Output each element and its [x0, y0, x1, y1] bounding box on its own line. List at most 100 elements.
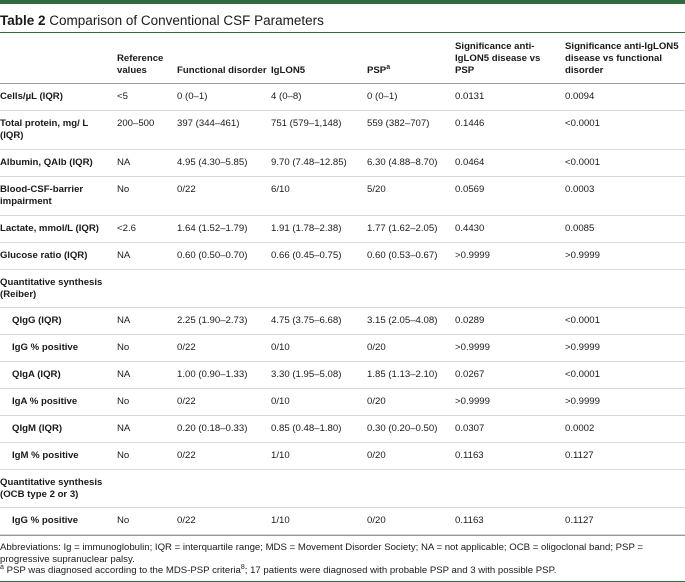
cell-ref: NA: [117, 315, 131, 326]
cell-psp: 0/20: [367, 450, 386, 461]
header-iglon5: IgLON5: [271, 65, 306, 76]
cell-sig-func: >0.9999: [565, 396, 600, 407]
cell-functional: 0.20 (0.18–0.33): [177, 423, 248, 434]
cell-sig-psp: 0.0464: [455, 157, 485, 168]
cell-iglon5: 4.75 (3.75–6.68): [271, 315, 342, 326]
row-label: Lactate, mmol/L (IQR): [0, 223, 99, 234]
section-filler: [117, 470, 685, 508]
cell-ref: <5: [117, 91, 128, 102]
psp-footnote: a PSP was diagnosed according to the MDS…: [0, 564, 685, 577]
cell-psp: 0.30 (0.20–0.50): [367, 423, 438, 434]
row-label: IgG % positive: [12, 342, 79, 353]
cell-sig-func: 0.1127: [565, 515, 594, 526]
cell-functional: 1.00 (0.90–1.33): [177, 369, 248, 380]
abbreviations-note: Abbreviations: Ig = immunoglobulin; IQR …: [0, 542, 643, 565]
row-label: Cells/µL (IQR): [0, 91, 63, 102]
table-footer: Abbreviations: Ig = immunoglobulin; IQR …: [0, 535, 685, 577]
cell-functional: 0/22: [177, 184, 196, 195]
cell-functional: 0/22: [177, 396, 196, 407]
row-label: IgA % positive: [12, 396, 78, 407]
row-label: QIgM (IQR): [12, 423, 63, 434]
footnote-text: PSP was diagnosed according to the MDS-P…: [3, 565, 241, 576]
cell-iglon5: 0/10: [271, 396, 290, 407]
cell-functional: 4.95 (4.30–5.85): [177, 157, 248, 168]
table-row: Glucose ratio (IQR) NA 0.60 (0.50–0.70) 0.6…: [0, 243, 685, 270]
table-row: IgM % positive No 0/22 1/10 0/20 0.1163 0.1127: [0, 443, 685, 470]
table-row: QIgG (IQR) NA 2.25 (1.90–2.73) 4.75 (3.75–6…: [0, 308, 685, 335]
row-label: IgM % positive: [12, 450, 79, 461]
csf-parameters-table: Reference values Functional disorder IgL…: [0, 41, 685, 535]
bottom-rule: [0, 580, 685, 582]
cell-iglon5: 4 (0–8): [271, 91, 302, 102]
cell-psp: 0.60 (0.53–0.67): [367, 250, 438, 261]
cell-ref: NA: [117, 369, 131, 380]
cell-sig-func: <0.0001: [565, 118, 600, 129]
cell-psp: 0/20: [367, 515, 386, 526]
row-label: Quantitative synthesis (Reiber): [0, 277, 103, 300]
row-label: Glucose ratio (IQR): [0, 250, 88, 261]
cell-sig-func: <0.0001: [565, 369, 600, 380]
cell-sig-func: 0.0002: [565, 423, 595, 434]
cell-functional: 1.64 (1.52–1.79): [177, 223, 248, 234]
cell-ref: No: [117, 515, 130, 526]
table-row: Quantitative synthesis (Reiber): [0, 270, 685, 308]
table-row: Total protein, mg/ L (IQR) 200–500 397 (34…: [0, 111, 685, 150]
cell-functional: 2.25 (1.90–2.73): [177, 315, 248, 326]
header-reference: Reference values: [117, 53, 164, 76]
cell-iglon5: 0.66 (0.45–0.75): [271, 250, 342, 261]
cell-functional: 0 (0–1): [177, 91, 208, 102]
table-row: Blood-CSF-barrier impairment No 0/22 6/10 5/…: [0, 177, 685, 216]
footnote-marker: a: [386, 64, 391, 71]
cell-psp: 559 (382–707): [367, 118, 430, 129]
cell-sig-func: <0.0001: [565, 315, 600, 326]
cell-psp: 1.85 (1.13–2.10): [367, 369, 438, 380]
cell-ref: No: [117, 342, 130, 353]
cell-functional: 0.60 (0.50–0.70): [177, 250, 248, 261]
header-psp-label: PSP: [367, 65, 387, 76]
table-title: Table 2 Comparison of Conventional CSF P…: [0, 4, 685, 33]
cell-sig-func: 0.0085: [565, 223, 595, 234]
cell-sig-psp: 0.1163: [455, 450, 484, 461]
cell-ref: NA: [117, 250, 131, 261]
table-row: Quantitative synthesis (OCB type 2 or 3): [0, 470, 685, 508]
cell-ref: <2.6: [117, 223, 136, 234]
header-functional: Functional disorder: [177, 65, 267, 76]
footnote-tail: ; 17 patients were diagnosed with probab…: [244, 565, 557, 576]
row-label: IgG % positive: [12, 515, 79, 526]
table-row: IgG % positive No 0/22 0/10 0/20 >0.9999 >0.99…: [0, 335, 685, 362]
cell-sig-psp: 0.0131: [455, 91, 485, 102]
row-label: QIgG (IQR): [12, 315, 62, 326]
table-row: Cells/µL (IQR) <5 0 (0–1) 4 (0–8) 0 (0–1) 0.0…: [0, 84, 685, 111]
cell-iglon5: 9.70 (7.48–12.85): [271, 157, 347, 168]
table-caption: Comparison of Conventional CSF Parameter…: [49, 13, 324, 28]
cell-psp: 5/20: [367, 184, 386, 195]
header-sig-psp: Significance anti-IgLON5 disease vs PSP: [455, 41, 541, 76]
top-accent-bar: [0, 0, 685, 4]
cell-functional: 397 (344–461): [177, 118, 240, 129]
cell-psp: 3.15 (2.05–4.08): [367, 315, 438, 326]
table-row: QIgM (IQR) NA 0.20 (0.18–0.33) 0.85 (0.48–1…: [0, 416, 685, 443]
cell-ref: No: [117, 450, 130, 461]
header-sig-functional: Significance anti-IgLON5 disease vs func…: [565, 41, 679, 76]
table-row: Lactate, mmol/L (IQR) <2.6 1.64 (1.52–1.79…: [0, 216, 685, 243]
cell-sig-psp: 0.4430: [455, 223, 485, 234]
row-label: Blood-CSF-barrier impairment: [0, 184, 84, 207]
cell-psp: 6.30 (4.88–8.70): [367, 157, 438, 168]
cell-sig-func: 0.0094: [565, 91, 595, 102]
header-row: Reference values Functional disorder IgL…: [0, 41, 685, 84]
row-label: QIgA (IQR): [12, 369, 61, 380]
cell-functional: 0/22: [177, 342, 196, 353]
table-row: QIgA (IQR) NA 1.00 (0.90–1.33) 3.30 (1.95–5…: [0, 362, 685, 389]
cell-psp: 0/20: [367, 396, 386, 407]
cell-sig-psp: >0.9999: [455, 342, 490, 353]
header-parameter: [0, 41, 117, 84]
cell-sig-psp: >0.9999: [455, 250, 490, 261]
cell-iglon5: 0/10: [271, 342, 290, 353]
cell-psp: 0/20: [367, 342, 386, 353]
cell-sig-func: >0.9999: [565, 342, 600, 353]
cell-sig-psp: 0.1163: [455, 515, 484, 526]
cell-sig-func: >0.9999: [565, 250, 600, 261]
cell-sig-func: <0.0001: [565, 157, 600, 168]
cell-iglon5: 751 (579–1,148): [271, 118, 342, 129]
cell-iglon5: 0.85 (0.48–1.80): [271, 423, 342, 434]
